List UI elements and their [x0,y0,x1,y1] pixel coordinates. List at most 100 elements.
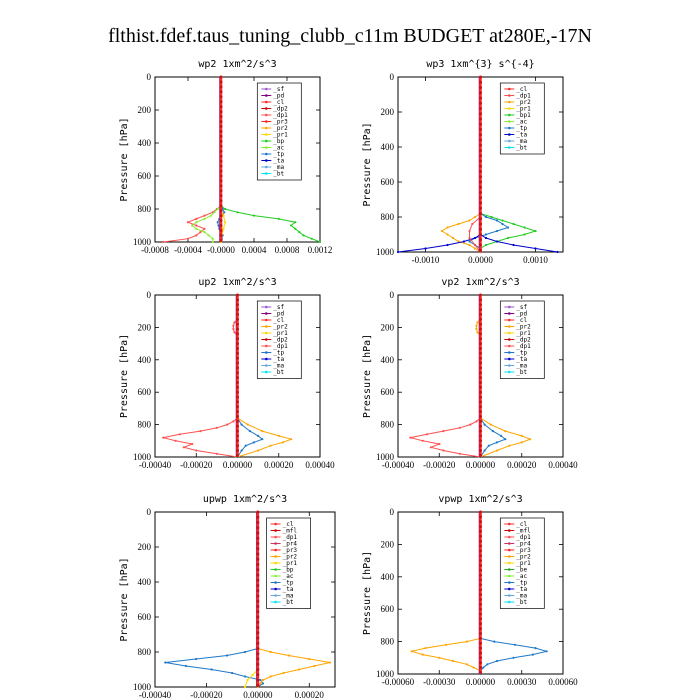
series-point-tp [491,430,494,433]
legend-label: _be [516,567,527,574]
zero-profile-marker [479,656,482,660]
zero-profile-marker [236,429,239,433]
series-point-bp [224,207,227,211]
zero-profile-marker [219,90,223,94]
legend-marker [508,133,511,136]
legend-marker [508,344,511,348]
legend-marker [508,548,511,552]
series-point-tp [244,444,247,447]
series-point-dp1 [182,446,185,449]
legend-marker [265,364,268,367]
zero-profile-marker [479,429,482,433]
legend-label: _pr1 [283,560,298,567]
zero-profile-marker [479,424,482,428]
legend-label: _sf [273,86,284,93]
y-tick-label: 600 [138,171,152,181]
panel-6: vpwp 1xm^2/s^3 Pressure [hPa] 0 200 400 600 80… [362,494,578,687]
series-point-dp1 [442,430,445,433]
zero-profile-marker [219,204,223,208]
legend-marker [508,587,511,591]
series-point-tp [545,650,548,653]
series-point-tp [493,640,496,643]
y-tick-label: 0 [390,507,395,517]
legend-label: _cl [516,317,527,324]
series-point-tp [513,643,517,646]
zero-profile-marker [236,293,239,297]
y-tick-label: 600 [381,604,395,614]
series-point-pr2 [290,438,293,441]
zero-profile-marker [219,194,223,198]
legend-marker [508,318,511,322]
zero-profile-marker [219,120,223,124]
x-tick-label: -0.00020 [190,690,223,700]
series-point-ta [462,240,466,243]
zero-profile-marker [479,453,482,457]
series-point-ac [203,231,206,234]
y-tick-label: 600 [138,612,152,622]
series-point-pr1 [246,678,249,682]
legend-marker [508,87,511,91]
legend-marker [508,126,511,130]
series-point-tp [484,215,488,219]
zero-profile-marker [479,164,482,168]
series-point-pr2 [269,444,272,447]
legend-marker [265,370,268,374]
panel-title: wp2 1xm^2/s^3 [198,59,276,70]
series-point-ta [424,247,427,250]
legend-marker [265,312,268,315]
series-point-tp [248,430,251,433]
zero-profile-marker [256,636,260,640]
legend-label: _bt [273,171,284,178]
zero-profile-marker [236,327,239,331]
zero-profile-marker [479,243,482,247]
zero-profile-marker [479,400,482,404]
legend-marker [265,120,268,123]
zero-profile-marker [479,419,482,423]
series-line-pr2 [441,213,481,253]
series-point-pr1 [222,214,225,217]
series-point-dp1 [468,229,471,233]
x-tick-label: 0.00030 [507,677,537,687]
zero-profile-marker [479,112,482,116]
zero-profile-marker [256,557,260,561]
legend-label: _ta [516,132,527,139]
y-tick-label: 200 [381,322,395,332]
series-point-dp1 [232,420,235,423]
zero-profile-marker [479,322,482,326]
series-point-tp [259,678,262,682]
series-point-tp [483,449,486,452]
legend-marker [508,351,511,354]
zero-profile-marker [236,453,239,457]
zero-profile-marker [236,308,239,312]
zero-profile-marker [219,209,223,213]
series-point-bp [318,240,322,244]
legend-label: _ac [283,573,294,580]
series-line-dp1 [163,205,222,243]
legend-label: _ma [273,363,284,370]
zero-profile-marker [256,568,260,572]
legend-label: _pr1 [273,330,288,337]
y-tick-label: 800 [381,420,395,430]
legend-label: _bt [273,369,284,376]
zero-profile-marker [236,312,239,316]
series-point-tp [495,219,499,222]
panel-1: wp2 1xm^2/s^3 Pressure [hPa] 0 200 400 600 800… [119,59,332,255]
series-point-pr2 [468,243,471,247]
zero-profile-marker [479,444,482,448]
series-point-tp [495,659,499,663]
series-line-pr2 [480,417,532,458]
y-tick-label: 400 [138,577,152,587]
zero-profile-marker [479,128,482,131]
legend-label: _bt [516,599,527,606]
zero-profile-marker [219,199,223,203]
series-point-ac [203,217,206,220]
zero-profile-marker [479,385,482,389]
zero-profile-marker [479,583,482,587]
y-tick-label: 1000 [376,247,395,257]
x-tick-label: 0.0010 [523,255,548,265]
zero-profile-marker [219,169,223,173]
zero-profile-marker [479,510,482,514]
legend-label: _dp1 [283,534,298,541]
series-line-pr1 [244,669,259,688]
zero-profile-marker [479,96,482,100]
